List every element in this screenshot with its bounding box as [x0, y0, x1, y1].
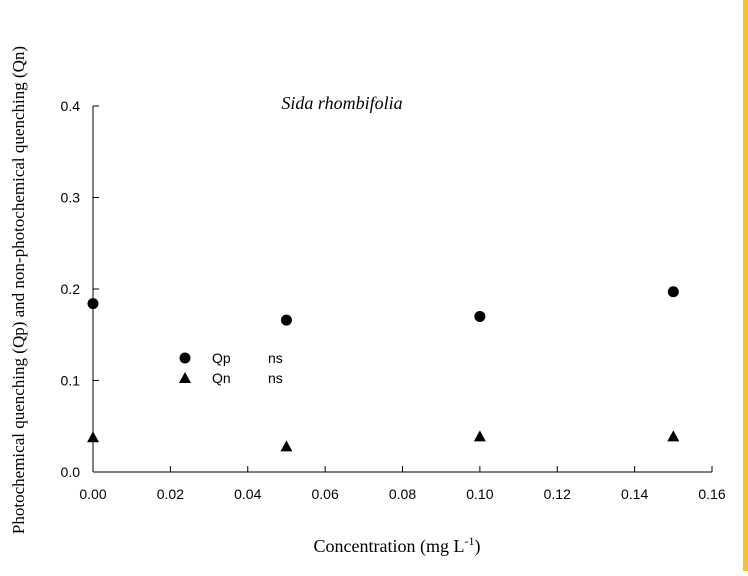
x-tick-label: 0.08	[389, 486, 416, 502]
chart-title: Sida rhombifolia	[281, 93, 402, 113]
x-axis-label-close: )	[474, 536, 480, 557]
x-tick-label: 0.10	[466, 486, 493, 502]
legend-label-qn: Qn	[212, 370, 231, 386]
y-tick-label: 0.0	[61, 464, 81, 480]
x-tick-label: 0.00	[79, 486, 106, 502]
x-axis-label-text: Concentration (mg L	[314, 536, 465, 557]
x-tick-label: 0.14	[621, 486, 648, 502]
legend-significance-qn: ns	[268, 370, 283, 386]
x-tick-label: 0.02	[157, 486, 184, 502]
x-tick-group: 0.00 0.02 0.04 0.06 0.08 0.10 0.12 0.14 0.16	[79, 466, 726, 502]
legend-marker-qn	[179, 372, 191, 383]
qn-point	[87, 431, 99, 443]
qp-point	[87, 298, 99, 310]
qp-point	[280, 314, 292, 326]
x-tick-label: 0.12	[544, 486, 571, 502]
x-tick-label: 0.16	[698, 486, 725, 502]
x-tick-label: 0.04	[234, 486, 261, 502]
x-axis-label: Concentration (mg L-1)	[314, 534, 481, 557]
accent-border	[743, 0, 748, 571]
x-axis-label-superscript: -1	[464, 534, 474, 548]
qn-point	[667, 430, 680, 442]
qp-point	[474, 310, 486, 322]
y-axis-label: Photochemical quenching (Qp) and non-pho…	[9, 46, 28, 534]
y-tick-label: 0.3	[61, 190, 81, 206]
legend-label-qp: Qp	[212, 350, 231, 366]
y-tick-label: 0.2	[61, 281, 81, 297]
legend: Qp ns Qn ns	[179, 350, 283, 386]
qn-point	[280, 440, 293, 452]
qn-point	[473, 430, 486, 442]
legend-marker-qp	[179, 352, 191, 364]
y-tick-group: 0.0 0.1 0.2 0.3 0.4	[61, 98, 99, 480]
qp-point	[667, 286, 679, 298]
y-tick-label: 0.4	[61, 98, 81, 114]
x-tick-label: 0.06	[312, 486, 339, 502]
y-tick-label: 0.1	[61, 373, 81, 389]
data-points	[87, 286, 680, 452]
legend-significance-qp: ns	[268, 350, 283, 366]
